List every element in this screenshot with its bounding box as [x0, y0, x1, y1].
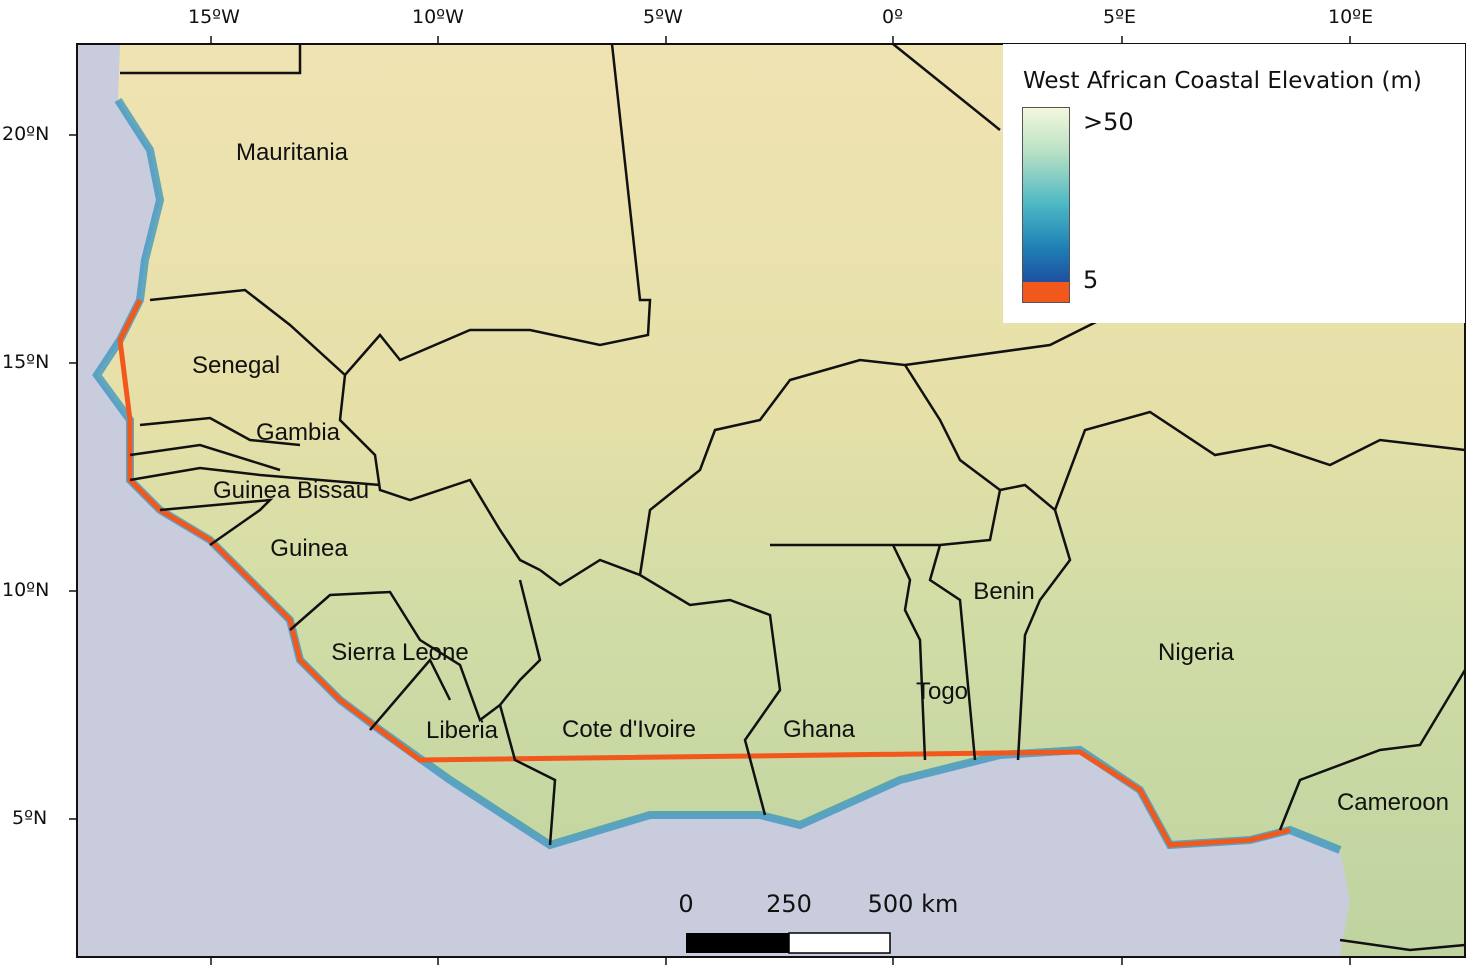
legend-high-label: >50	[1083, 108, 1134, 136]
lat-tick: 20ºN	[2, 123, 50, 145]
lon-tick: 10ºW	[412, 6, 464, 28]
country-label-guinea-bissau: Guinea Bissau	[212, 477, 370, 504]
lat-tick: 5ºN	[12, 807, 48, 829]
country-label-ghana: Ghana	[782, 716, 856, 743]
legend: West African Coastal Elevation (m) >50 5	[1003, 44, 1465, 323]
scale-bar-black	[686, 933, 789, 953]
legend-color-ramp	[1022, 107, 1070, 284]
country-label-mauritania: Mauritania	[235, 139, 349, 166]
lon-tick: 15ºW	[188, 6, 240, 28]
legend-low-label: 5	[1083, 266, 1099, 294]
country-label-sierra-leone: Sierra Leone	[331, 639, 469, 666]
country-label-togo: Togo	[915, 678, 969, 705]
map-frame	[76, 43, 1466, 958]
country-label-gambia: Gambia	[255, 419, 341, 446]
legend-title: West African Coastal Elevation (m)	[1023, 68, 1422, 94]
scale-label: 250	[766, 890, 812, 918]
lat-tick: 10ºN	[2, 579, 50, 601]
country-label-guinea: Guinea	[270, 535, 348, 562]
coastal-below-5m	[117, 298, 1291, 848]
country-label-cote-divoire: Cote d'Ivoire	[562, 716, 696, 743]
lon-tick: 10ºE	[1328, 6, 1374, 28]
country-label-benin: Benin	[973, 578, 1035, 605]
country-label-nigeria: Nigeria	[1157, 639, 1235, 666]
scale-bar-white	[788, 932, 891, 954]
country-label-cameroon: Cameroon	[1336, 789, 1450, 816]
scale-label: 500 km	[867, 890, 959, 918]
lon-tick: 0º	[882, 6, 904, 28]
lon-tick: 5ºE	[1103, 6, 1137, 28]
lon-tick: 5ºW	[643, 6, 683, 28]
country-label-liberia: Liberia	[425, 717, 499, 744]
country-borders	[120, 43, 1467, 952]
scale-label: 0	[678, 890, 694, 918]
graticule-ticks	[69, 36, 1351, 965]
legend-below-5m-swatch	[1022, 282, 1070, 303]
lat-tick: 15ºN	[2, 351, 50, 373]
country-label-senegal: Senegal	[191, 352, 281, 379]
